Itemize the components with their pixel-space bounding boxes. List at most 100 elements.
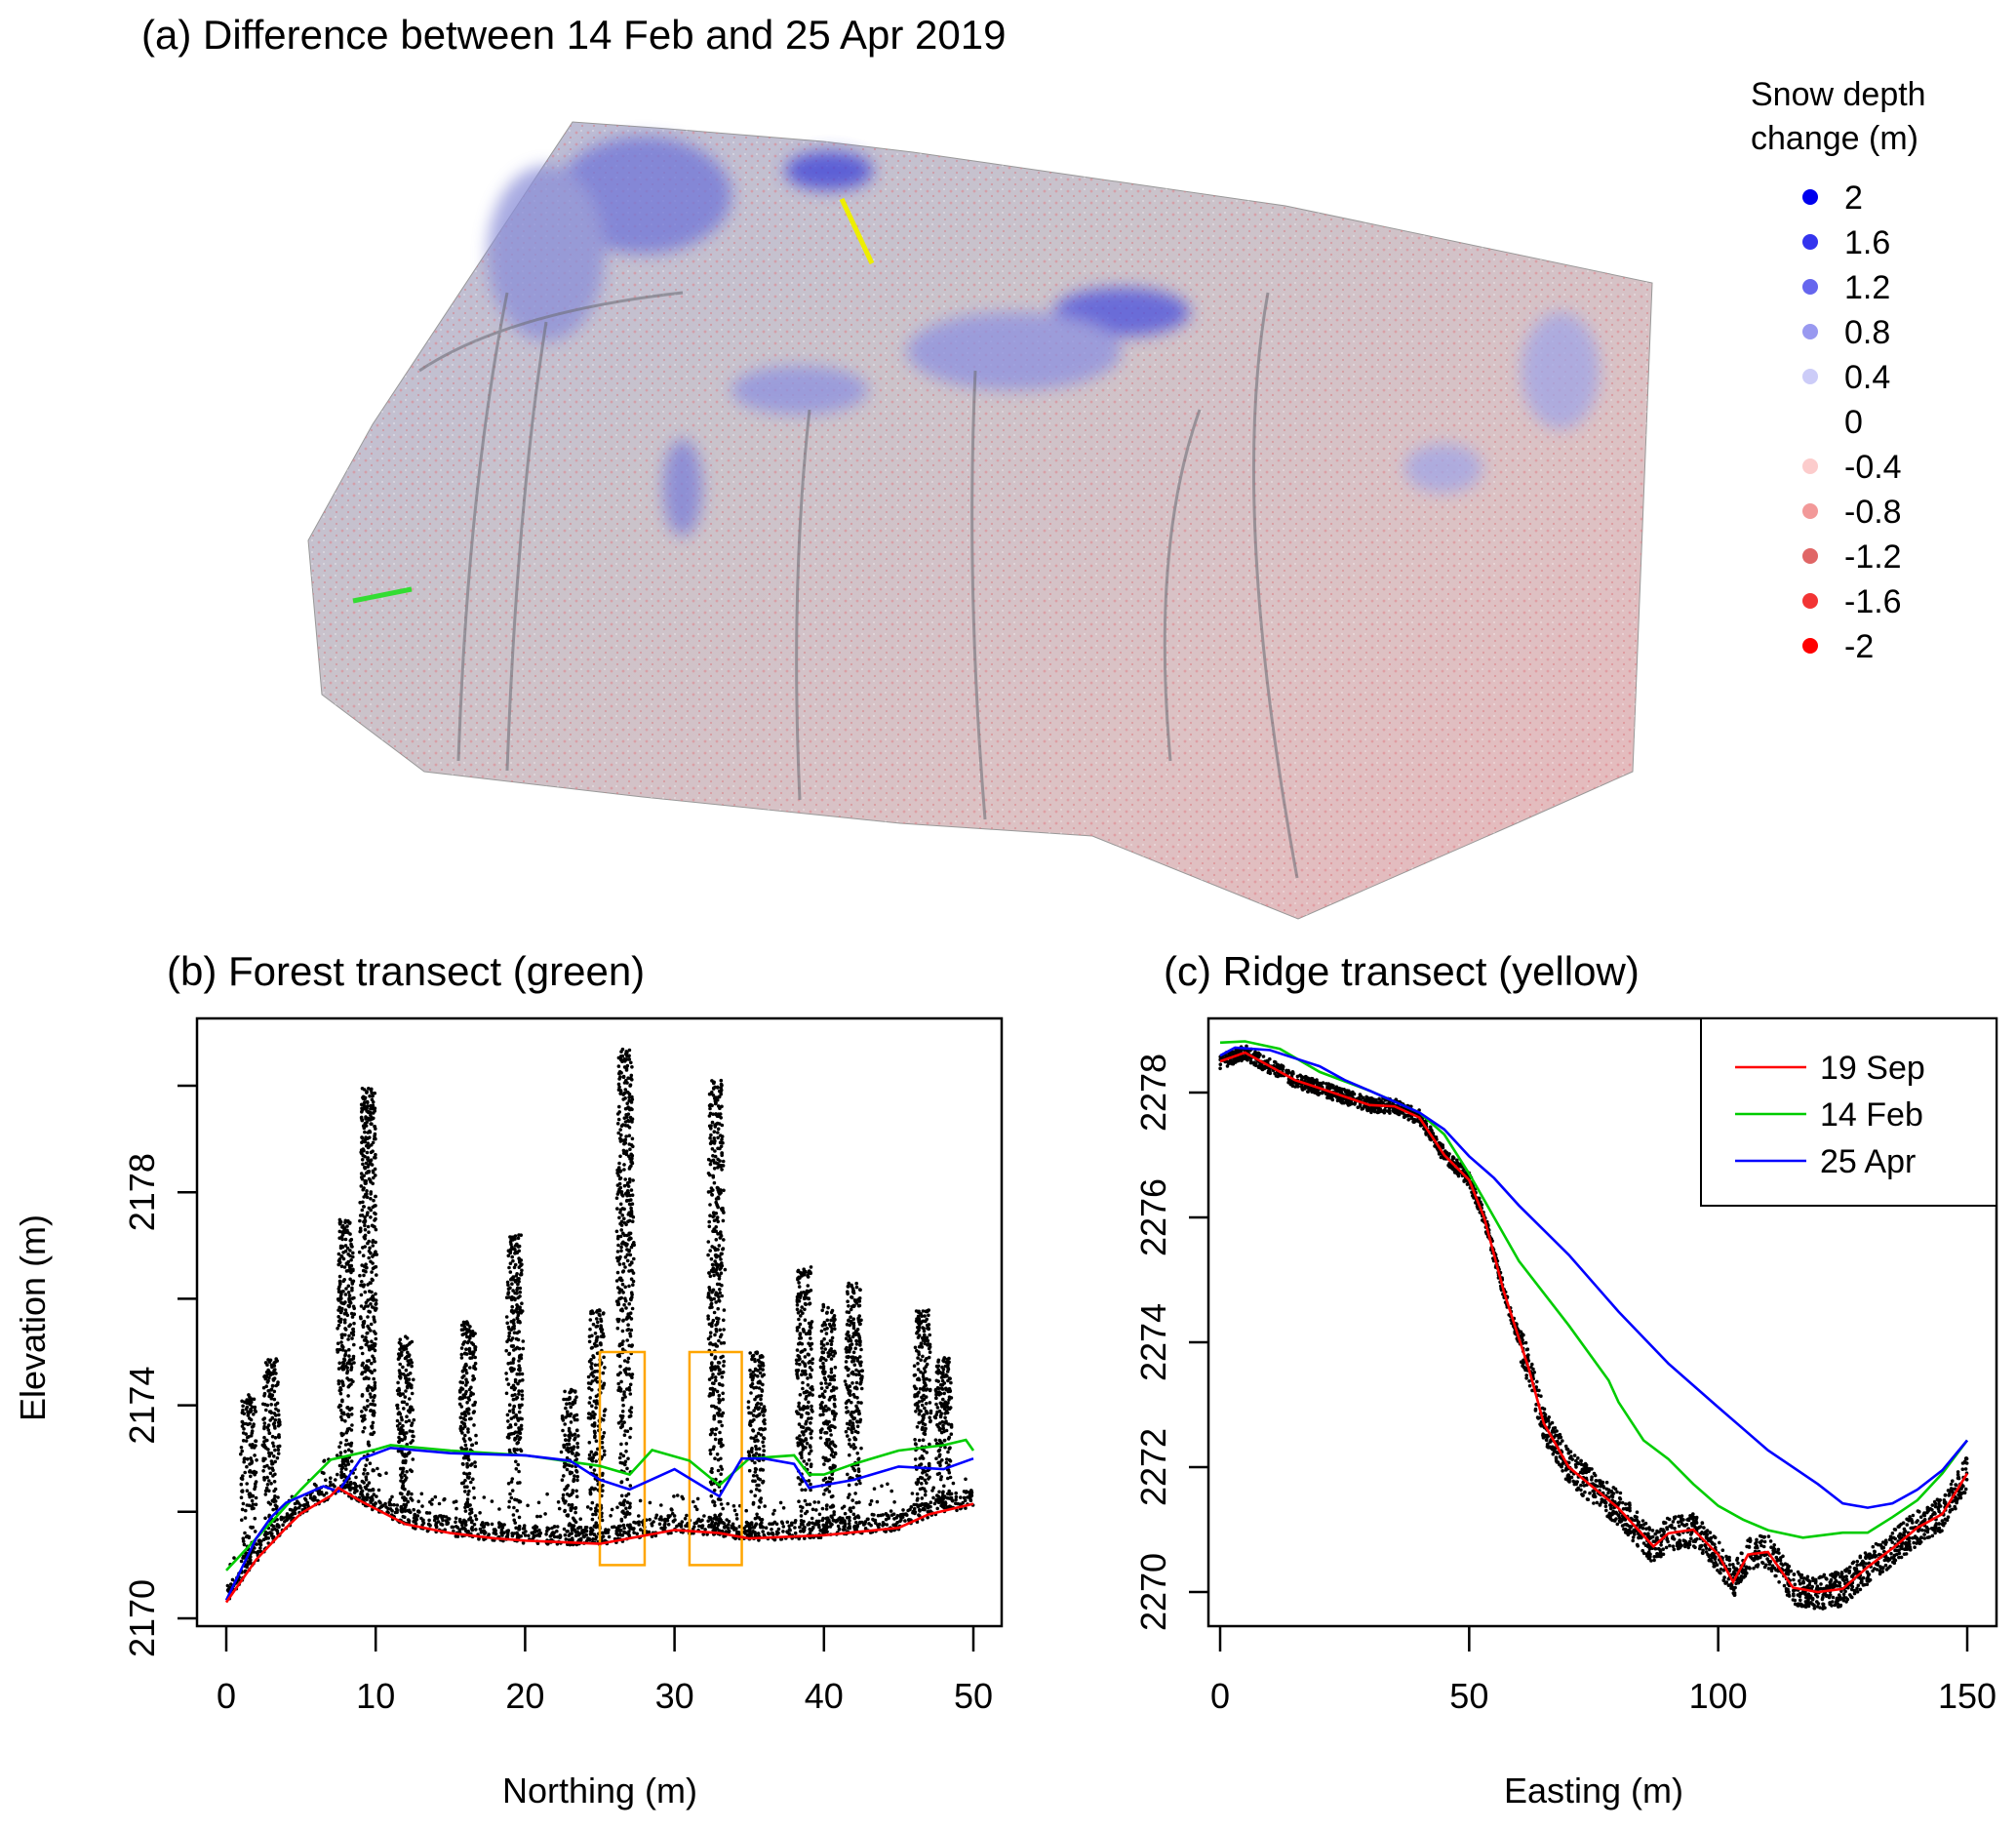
lidar-point [247,1399,251,1403]
lidar-point [512,1518,516,1523]
lidar-point [242,1457,247,1461]
lidar-point [366,1471,370,1476]
lidar-point [714,1238,719,1242]
legend-label: 2 [1844,179,1863,217]
lidar-point [562,1474,566,1478]
lidar-point [397,1356,402,1360]
lidar-point [618,1202,623,1207]
lidar-point [522,1524,527,1528]
lidar-point [717,1368,722,1373]
lidar-point [407,1519,412,1523]
lidar-point [616,1381,620,1386]
lidar-point [590,1517,595,1522]
lidar-point [324,1478,328,1482]
lidar-point [544,1532,548,1536]
lidar-point [562,1445,567,1450]
lidar-point [744,1508,748,1513]
lidar-point [622,1392,626,1397]
lidar-point [519,1427,524,1431]
lidar-point [276,1452,281,1455]
lidar-point [468,1393,473,1398]
lidar-point [258,1546,262,1550]
lidar-point [523,1533,528,1537]
lidar-point [362,1106,367,1111]
lidar-point [520,1301,524,1305]
lidar-point [817,1394,822,1399]
lidar-point [565,1442,570,1447]
lidar-point [964,1506,968,1510]
lidar-point [346,1337,350,1341]
lidar-point [345,1313,350,1318]
lidar-point [749,1521,754,1525]
lidar-point [569,1405,573,1410]
lidar-point [362,1186,366,1190]
lidar-point [266,1536,271,1540]
lidar-point [519,1273,523,1277]
lidar-point [339,1309,343,1313]
lidar-point [343,1230,348,1234]
lidar-point [709,1103,714,1107]
lidar-point [797,1404,801,1409]
lidar-point [759,1467,764,1472]
lidar-point [810,1361,814,1366]
lidar-point [567,1537,572,1542]
lidar-point [669,1531,673,1535]
lidar-point [842,1525,846,1529]
lidar-point [348,1265,352,1270]
lidar-point [620,1242,624,1246]
lidar-point [781,1506,786,1510]
lidar-point [336,1327,339,1331]
lidar-point [246,1457,250,1461]
lidar-point [266,1448,270,1452]
lidar-point [262,1435,266,1440]
lidar-point [520,1262,524,1266]
lidar-point [592,1532,597,1536]
lidar-point [802,1405,806,1409]
lidar-point [829,1367,834,1372]
lidar-point [752,1436,756,1441]
lidar-point [718,1438,722,1442]
lidar-point [596,1320,600,1325]
lidar-point [627,1414,632,1418]
lidar-point [630,1306,635,1311]
lidar-point [506,1292,510,1296]
lidar-point [371,1468,376,1473]
lidar-point [519,1423,524,1428]
lidar-point [819,1381,823,1385]
lidar-point [350,1315,355,1319]
lidar-point [756,1532,761,1535]
lidar-point [564,1438,568,1442]
lidar-point [340,1417,344,1422]
lidar-point [746,1450,751,1454]
lidar-point [507,1499,512,1504]
lidar-point [363,1468,367,1472]
lidar-point [336,1341,340,1345]
lidar-point [538,1514,542,1519]
lidar-point [400,1417,404,1422]
lidar-point [267,1431,272,1435]
lidar-point [630,1243,635,1247]
lidar-point [713,1387,717,1392]
lidar-point [266,1532,270,1535]
lidar-point [375,1494,378,1498]
lidar-point [468,1503,472,1507]
lidar-point [809,1431,812,1436]
lidar-point [711,1499,715,1503]
lidar-point [253,1453,257,1457]
lidar-point [750,1450,754,1454]
lidar-point [369,1500,374,1504]
lidar-point [401,1453,406,1457]
lidar-point [406,1350,410,1355]
lidar-point [827,1490,832,1493]
lidar-point [405,1402,410,1407]
lidar-point [411,1457,415,1461]
lidar-point [462,1373,466,1378]
lidar-point [425,1529,430,1533]
lidar-point [759,1517,763,1522]
lidar-point [472,1523,477,1527]
lidar-point [659,1526,663,1531]
lidar-point [710,1120,715,1125]
legend-swatch-icon [1802,189,1818,205]
lidar-point [244,1534,249,1539]
lidar-point [829,1357,834,1361]
